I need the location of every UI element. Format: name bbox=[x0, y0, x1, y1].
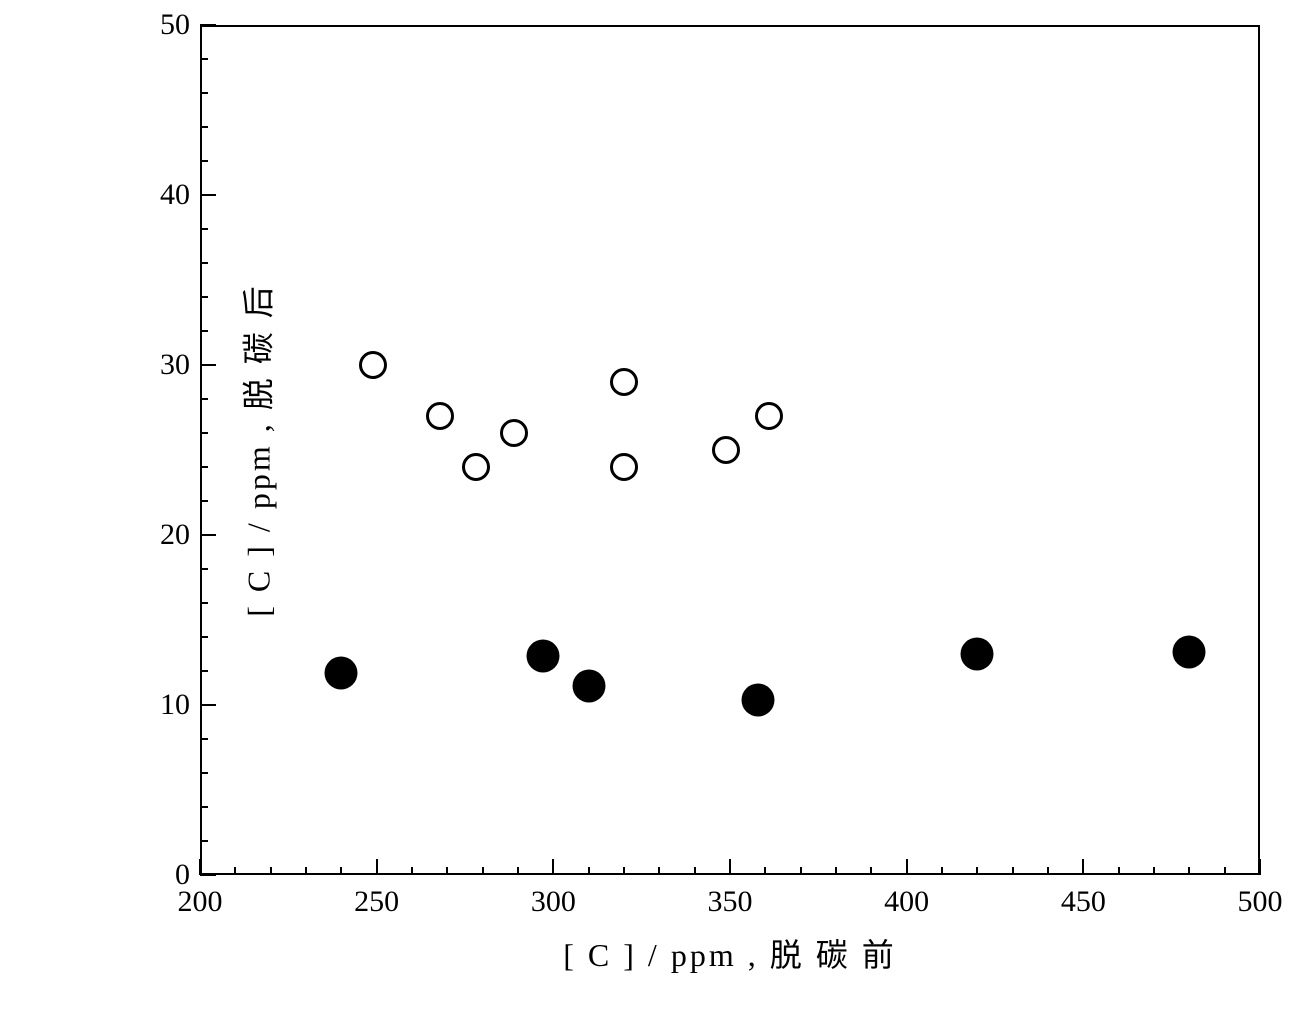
y-minor-tick bbox=[200, 738, 208, 740]
data-point bbox=[610, 453, 638, 481]
x-minor-tick bbox=[941, 867, 943, 875]
data-point bbox=[1173, 636, 1206, 669]
x-minor-tick bbox=[588, 867, 590, 875]
y-minor-tick bbox=[200, 228, 208, 230]
x-minor-tick bbox=[1012, 867, 1014, 875]
x-minor-tick bbox=[870, 867, 872, 875]
y-minor-tick bbox=[200, 296, 208, 298]
x-minor-tick bbox=[411, 867, 413, 875]
y-minor-tick bbox=[200, 466, 208, 468]
data-point bbox=[359, 351, 387, 379]
y-tick-label: 40 bbox=[145, 178, 190, 212]
x-tick-label: 250 bbox=[354, 885, 399, 919]
x-minor-tick bbox=[800, 867, 802, 875]
x-minor-tick bbox=[446, 867, 448, 875]
x-tick-label: 300 bbox=[531, 885, 576, 919]
x-minor-tick bbox=[1224, 867, 1226, 875]
data-point bbox=[500, 419, 528, 447]
data-point bbox=[426, 402, 454, 430]
x-major-tick bbox=[552, 859, 554, 875]
x-axis-label: [ C ] / ppm , 脱 碳 前 bbox=[563, 930, 896, 976]
y-minor-tick bbox=[200, 126, 208, 128]
y-major-tick bbox=[200, 194, 216, 196]
y-minor-tick bbox=[200, 262, 208, 264]
data-point bbox=[961, 638, 994, 671]
y-major-tick bbox=[200, 534, 216, 536]
x-major-tick bbox=[729, 859, 731, 875]
x-minor-tick bbox=[694, 867, 696, 875]
y-minor-tick bbox=[200, 500, 208, 502]
x-tick-label: 400 bbox=[884, 885, 929, 919]
x-major-tick bbox=[1259, 859, 1261, 875]
y-minor-tick bbox=[200, 636, 208, 638]
y-major-tick bbox=[200, 874, 216, 876]
y-minor-tick bbox=[200, 568, 208, 570]
data-point bbox=[462, 453, 490, 481]
y-minor-tick bbox=[200, 840, 208, 842]
y-tick-label: 50 bbox=[145, 8, 190, 42]
y-tick-label: 20 bbox=[145, 518, 190, 552]
x-minor-tick bbox=[1153, 867, 1155, 875]
y-tick-label: 10 bbox=[145, 688, 190, 722]
x-minor-tick bbox=[976, 867, 978, 875]
data-point bbox=[712, 436, 740, 464]
data-point bbox=[526, 639, 559, 672]
x-major-tick bbox=[1082, 859, 1084, 875]
x-major-tick bbox=[199, 859, 201, 875]
y-minor-tick bbox=[200, 92, 208, 94]
y-major-tick bbox=[200, 704, 216, 706]
y-minor-tick bbox=[200, 330, 208, 332]
y-minor-tick bbox=[200, 806, 208, 808]
data-point bbox=[572, 670, 605, 703]
y-minor-tick bbox=[200, 432, 208, 434]
y-tick-label: 0 bbox=[145, 858, 190, 892]
y-minor-tick bbox=[200, 602, 208, 604]
data-point bbox=[755, 402, 783, 430]
data-point bbox=[325, 656, 358, 689]
x-minor-tick bbox=[1118, 867, 1120, 875]
y-major-tick bbox=[200, 364, 216, 366]
y-minor-tick bbox=[200, 160, 208, 162]
x-minor-tick bbox=[658, 867, 660, 875]
x-tick-label: 450 bbox=[1061, 885, 1106, 919]
x-minor-tick bbox=[1188, 867, 1190, 875]
x-minor-tick bbox=[305, 867, 307, 875]
x-tick-label: 500 bbox=[1238, 885, 1283, 919]
y-minor-tick bbox=[200, 670, 208, 672]
chart-container: 20025030035040045050001020304050 [ C ] /… bbox=[50, 20, 1290, 990]
y-major-tick bbox=[200, 24, 216, 26]
x-major-tick bbox=[906, 859, 908, 875]
x-minor-tick bbox=[234, 867, 236, 875]
x-minor-tick bbox=[764, 867, 766, 875]
data-point bbox=[742, 683, 775, 716]
x-minor-tick bbox=[482, 867, 484, 875]
y-minor-tick bbox=[200, 398, 208, 400]
x-major-tick bbox=[376, 859, 378, 875]
x-minor-tick bbox=[1047, 867, 1049, 875]
x-minor-tick bbox=[623, 867, 625, 875]
y-tick-label: 30 bbox=[145, 348, 190, 382]
x-minor-tick bbox=[517, 867, 519, 875]
y-minor-tick bbox=[200, 58, 208, 60]
x-minor-tick bbox=[340, 867, 342, 875]
x-minor-tick bbox=[270, 867, 272, 875]
y-axis-label: [ C ] / ppm , 脱 碳 后 bbox=[234, 283, 280, 616]
data-point bbox=[610, 368, 638, 396]
x-tick-label: 350 bbox=[708, 885, 753, 919]
x-minor-tick bbox=[835, 867, 837, 875]
y-minor-tick bbox=[200, 772, 208, 774]
